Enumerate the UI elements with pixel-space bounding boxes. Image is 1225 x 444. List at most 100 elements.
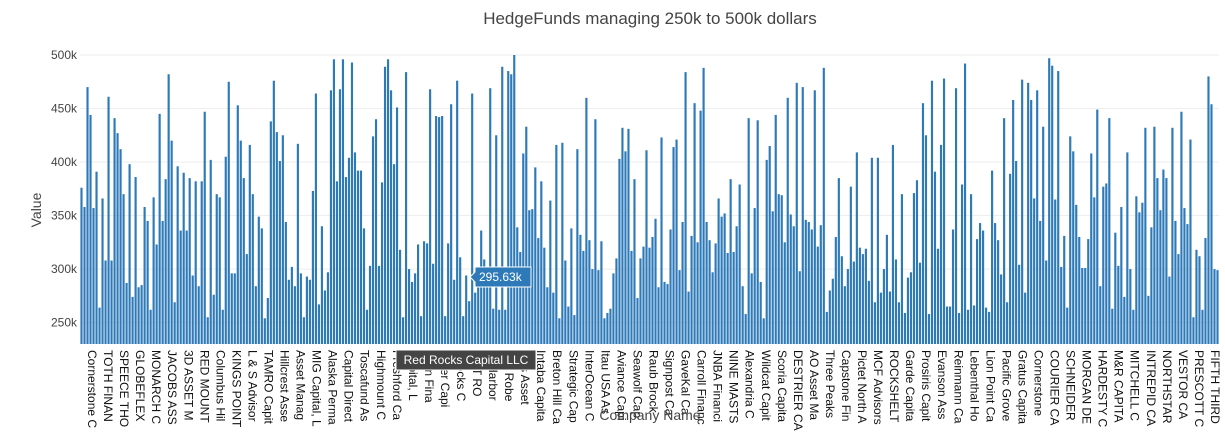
bar[interactable] xyxy=(522,153,525,344)
bar[interactable] xyxy=(263,318,266,344)
bar[interactable] xyxy=(404,72,408,344)
bar[interactable] xyxy=(795,82,798,344)
bar[interactable] xyxy=(134,177,137,344)
bar[interactable] xyxy=(960,184,964,344)
bar[interactable] xyxy=(1135,196,1138,344)
bar[interactable] xyxy=(612,273,615,344)
bar[interactable] xyxy=(86,87,89,345)
bar[interactable] xyxy=(939,144,943,344)
bar[interactable] xyxy=(143,206,146,344)
bar[interactable] xyxy=(846,269,849,344)
bar[interactable] xyxy=(101,198,104,344)
bar[interactable] xyxy=(771,211,774,344)
bar[interactable] xyxy=(245,254,248,344)
bar[interactable] xyxy=(435,116,438,344)
bar[interactable] xyxy=(131,296,134,344)
bar[interactable] xyxy=(810,229,813,344)
bar[interactable] xyxy=(483,259,486,344)
bar[interactable] xyxy=(555,144,558,344)
bar[interactable] xyxy=(1186,224,1189,344)
bar[interactable] xyxy=(924,135,928,344)
bar[interactable] xyxy=(534,167,537,344)
bar[interactable] xyxy=(272,80,275,344)
bar[interactable] xyxy=(311,190,314,344)
bar[interactable] xyxy=(951,229,955,344)
bar[interactable] xyxy=(864,248,867,344)
bar[interactable] xyxy=(353,152,357,344)
bar[interactable] xyxy=(152,197,155,344)
bar[interactable] xyxy=(972,305,976,344)
bar[interactable] xyxy=(1048,58,1051,345)
bar[interactable] xyxy=(546,287,549,344)
bar[interactable] xyxy=(257,216,260,344)
bar[interactable] xyxy=(985,307,988,344)
bar[interactable] xyxy=(1072,151,1075,344)
bar[interactable] xyxy=(828,290,831,344)
bar[interactable] xyxy=(161,220,164,344)
bar[interactable] xyxy=(732,251,735,344)
bar[interactable] xyxy=(323,290,327,344)
bar[interactable] xyxy=(888,291,891,344)
bar[interactable] xyxy=(825,311,828,344)
bar[interactable] xyxy=(852,261,855,344)
bar[interactable] xyxy=(735,226,738,344)
bar[interactable] xyxy=(615,258,618,344)
bar[interactable] xyxy=(765,159,768,344)
bar[interactable] xyxy=(579,234,582,344)
bar[interactable] xyxy=(260,228,263,344)
bar[interactable] xyxy=(459,257,462,344)
bar[interactable] xyxy=(1114,232,1117,344)
bar[interactable] xyxy=(909,272,913,344)
bar[interactable] xyxy=(948,306,952,344)
bar[interactable] xyxy=(374,119,378,344)
bar[interactable] xyxy=(1111,308,1114,344)
bar[interactable] xyxy=(942,78,946,345)
bar[interactable] xyxy=(573,315,576,344)
bar[interactable] xyxy=(414,273,417,344)
bar[interactable] xyxy=(326,272,330,344)
bar[interactable] xyxy=(471,93,474,344)
bar[interactable] xyxy=(657,287,660,344)
bar[interactable] xyxy=(927,314,931,344)
bar[interactable] xyxy=(386,59,390,344)
bar[interactable] xyxy=(1093,197,1096,344)
bar[interactable] xyxy=(936,248,940,344)
bar[interactable] xyxy=(870,157,873,344)
bar[interactable] xyxy=(624,151,627,344)
bar[interactable] xyxy=(83,206,86,344)
bar[interactable] xyxy=(723,213,726,344)
bar[interactable] xyxy=(744,314,747,344)
bar[interactable] xyxy=(1018,264,1021,344)
bar[interactable] xyxy=(194,181,197,344)
bar[interactable] xyxy=(380,182,384,344)
bar[interactable] xyxy=(969,194,973,344)
bar[interactable] xyxy=(215,194,218,344)
bar[interactable] xyxy=(489,88,492,345)
bar[interactable] xyxy=(900,194,904,344)
bar[interactable] xyxy=(1144,127,1147,344)
bar[interactable] xyxy=(879,292,882,344)
bar[interactable] xyxy=(714,243,717,344)
bar[interactable] xyxy=(540,181,543,344)
bar[interactable] xyxy=(783,242,786,344)
bar[interactable] xyxy=(738,184,741,344)
bar[interactable] xyxy=(149,309,152,344)
bar[interactable] xyxy=(663,281,666,344)
bar[interactable] xyxy=(690,235,693,344)
bar[interactable] xyxy=(708,240,711,344)
bar[interactable] xyxy=(894,259,898,344)
bar[interactable] xyxy=(167,74,170,345)
bar[interactable] xyxy=(819,225,822,344)
bar[interactable] xyxy=(176,166,179,344)
bar[interactable] xyxy=(1162,169,1165,344)
bar[interactable] xyxy=(906,277,910,344)
bar[interactable] xyxy=(338,89,342,344)
bar[interactable] xyxy=(954,88,958,345)
bar[interactable] xyxy=(552,292,555,344)
bar[interactable] xyxy=(933,171,937,344)
bar[interactable] xyxy=(975,239,979,344)
bar[interactable] xyxy=(1216,270,1219,344)
bar[interactable] xyxy=(831,278,834,344)
bar[interactable] xyxy=(1099,286,1102,344)
bar[interactable] xyxy=(218,197,221,344)
